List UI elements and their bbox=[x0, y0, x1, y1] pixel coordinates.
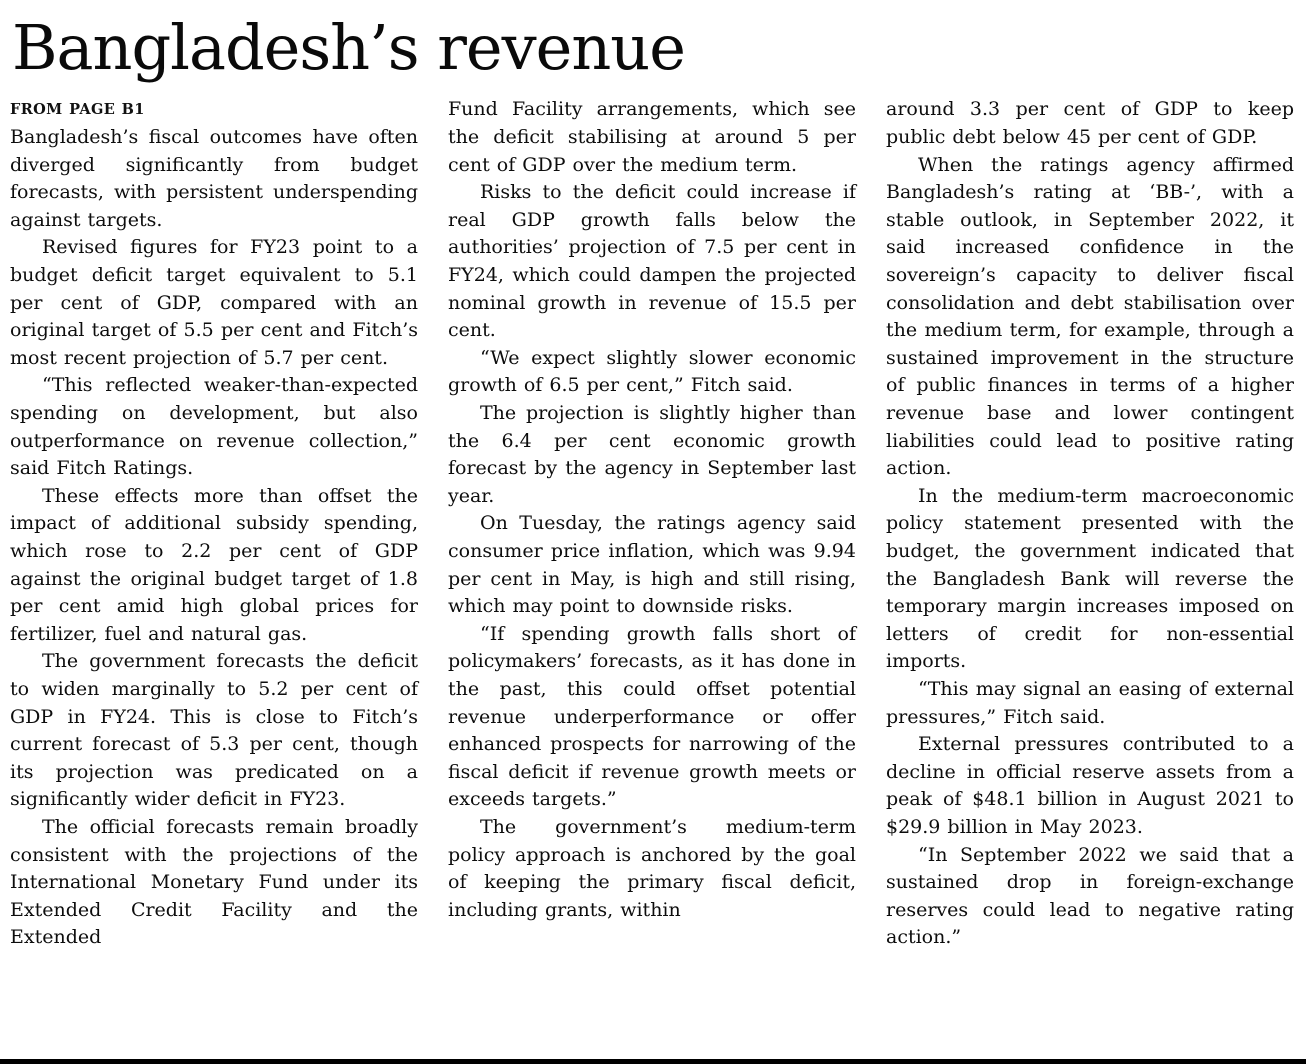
paragraph: The official forecasts remain broadly co… bbox=[10, 815, 418, 949]
paragraph: “If spending growth falls short of polic… bbox=[448, 622, 856, 811]
paragraph: When the ratings agency affirmed Banglad… bbox=[886, 153, 1294, 480]
paragraph: around 3.3 per cent of GDP to keep publi… bbox=[886, 98, 1294, 149]
paragraph: Bangladesh’s fiscal outcomes have often … bbox=[10, 126, 418, 231]
newspaper-page: Bangladesh’s revenue FROM PAGE B1 Bangla… bbox=[10, 11, 1294, 951]
article-body: FROM PAGE B1 Bangladesh’s fiscal outcome… bbox=[10, 96, 1294, 951]
article-column-1: FROM PAGE B1 Bangladesh’s fiscal outcome… bbox=[10, 96, 418, 951]
paragraph: These effects more than offset the impac… bbox=[10, 484, 418, 645]
paragraph: In the medium-term macroeconomic policy … bbox=[886, 484, 1294, 673]
paragraph: The projection is slightly higher than t… bbox=[448, 402, 856, 507]
page-bottom-rule bbox=[0, 1059, 1306, 1064]
from-page-kicker: FROM PAGE B1 bbox=[10, 101, 145, 119]
article-column-2: Fund Facility arrangements, which see th… bbox=[448, 96, 856, 924]
paragraph: External pressures contributed to a decl… bbox=[886, 733, 1294, 838]
article-headline: Bangladesh’s revenue bbox=[12, 11, 686, 84]
paragraph: “This reflected weaker-than-expected spe… bbox=[10, 374, 418, 480]
paragraph: “We expect slightly slower economic grow… bbox=[448, 346, 856, 397]
paragraph: “This may signal an easing of external p… bbox=[886, 677, 1294, 728]
paragraph: Risks to the deficit could increase if r… bbox=[448, 181, 856, 342]
article-column-3: around 3.3 per cent of GDP to keep publi… bbox=[886, 96, 1294, 951]
paragraph: Fund Facility arrangements, which see th… bbox=[448, 98, 856, 176]
paragraph: On Tuesday, the ratings agency said cons… bbox=[448, 512, 856, 618]
paragraph: “In September 2022 we said that a sustai… bbox=[886, 843, 1294, 949]
paragraph: Revised figures for FY23 point to a budg… bbox=[10, 236, 418, 369]
paragraph: The government forecasts the deficit to … bbox=[10, 650, 418, 811]
paragraph: The government’s medium-term policy appr… bbox=[448, 815, 856, 921]
